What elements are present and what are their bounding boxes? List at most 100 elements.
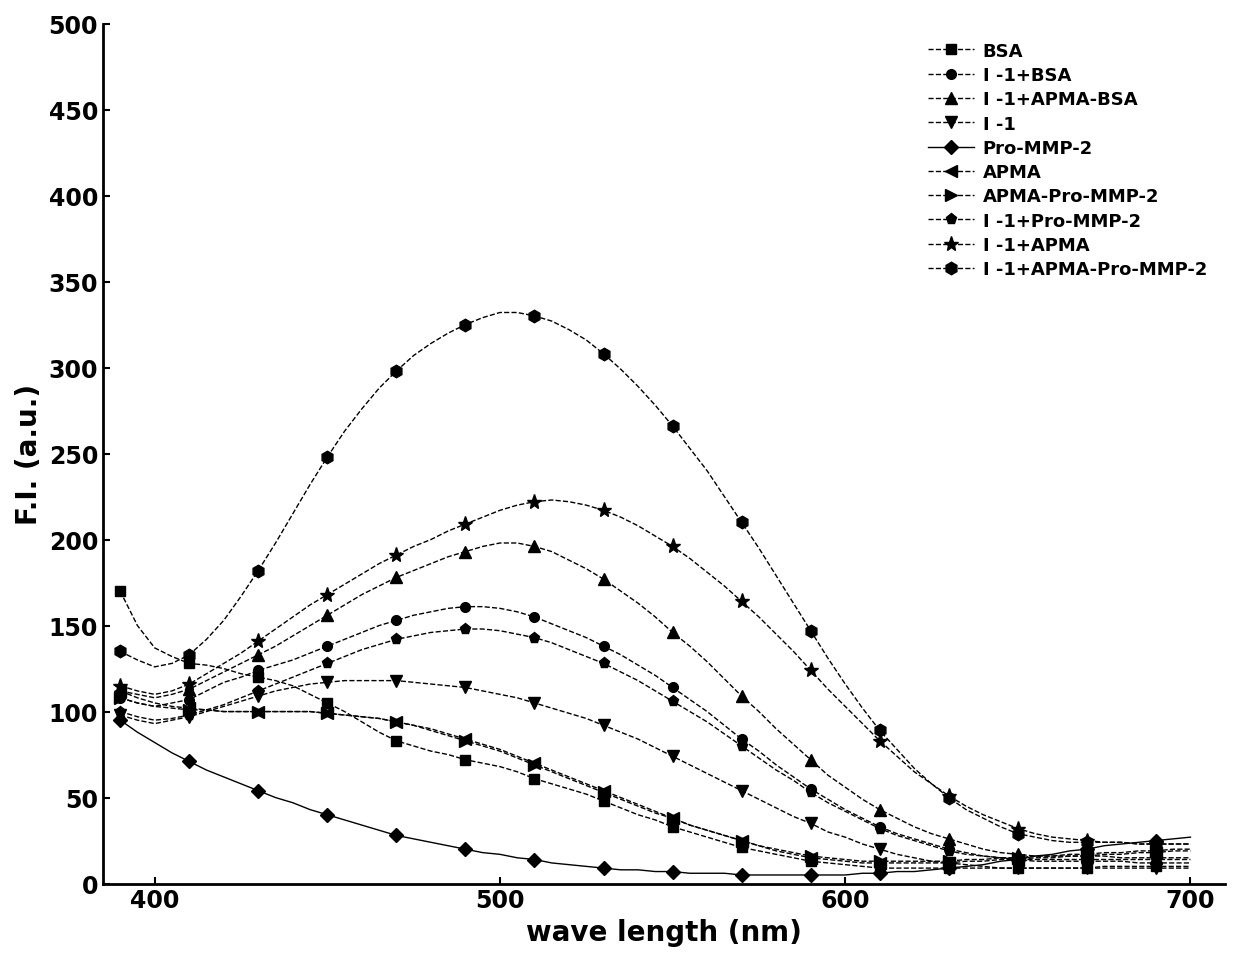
Line: BSA: BSA <box>115 586 1195 873</box>
Ⅰ -1+APMA-Pro-MMP-2 <box>440 328 455 339</box>
Ⅰ -1+APMA <box>544 495 559 506</box>
Ⅰ -1+APMA-BSA <box>440 552 455 563</box>
Ⅰ -1+Pro-MMP-2 <box>440 626 455 637</box>
APMA-Pro-MMP-2 <box>440 730 455 742</box>
Line: Pro-MMP-2: Pro-MMP-2 <box>115 716 1195 880</box>
BSA <box>614 802 629 814</box>
Ⅰ -1+Pro-MMP-2 <box>665 696 680 707</box>
Ⅰ -1+APMA-Pro-MMP-2 <box>113 646 128 657</box>
X-axis label: wave length (nm): wave length (nm) <box>526 918 802 946</box>
APMA <box>440 728 455 740</box>
Ⅰ -1+APMA-BSA <box>1183 852 1198 864</box>
Pro-MMP-2 <box>113 715 128 727</box>
Ⅰ -1 <box>458 682 472 694</box>
Pro-MMP-2 <box>440 840 455 851</box>
APMA-Pro-MMP-2 <box>614 794 629 805</box>
Ⅰ -1+APMA-Pro-MMP-2 <box>872 725 887 736</box>
Pro-MMP-2 <box>734 870 749 881</box>
BSA <box>647 814 662 825</box>
Line: APMA: APMA <box>114 685 1197 869</box>
Ⅰ -1+Pro-MMP-2 <box>631 676 646 687</box>
Ⅰ -1+APMA <box>1183 838 1198 850</box>
Ⅰ -1 <box>424 678 439 690</box>
BSA <box>407 740 422 752</box>
BSA <box>113 586 128 598</box>
BSA <box>1183 861 1198 873</box>
Line: Ⅰ -1+Pro-MMP-2: Ⅰ -1+Pro-MMP-2 <box>114 624 1197 865</box>
Ⅰ -1+BSA <box>113 692 128 703</box>
Ⅰ -1+BSA <box>1183 857 1198 869</box>
Y-axis label: F.I. (a.u.): F.I. (a.u.) <box>15 383 43 525</box>
Ⅰ -1+Pro-MMP-2 <box>1183 853 1198 865</box>
Ⅰ -1 <box>665 751 680 762</box>
Ⅰ -1+Pro-MMP-2 <box>458 624 472 635</box>
APMA <box>113 685 128 697</box>
BSA <box>1166 861 1180 873</box>
Ⅰ -1+APMA <box>113 680 128 692</box>
Ⅰ -1+APMA-BSA <box>113 685 128 697</box>
BSA <box>440 749 455 760</box>
Ⅰ -1+BSA <box>407 610 422 622</box>
Ⅰ -1+BSA <box>665 682 680 694</box>
Ⅰ -1+BSA <box>458 602 472 613</box>
Ⅰ -1+APMA-BSA <box>492 537 507 549</box>
Ⅰ -1+Pro-MMP-2 <box>1166 853 1180 865</box>
Line: APMA-Pro-MMP-2: APMA-Pro-MMP-2 <box>114 693 1197 867</box>
Ⅰ -1+Pro-MMP-2 <box>1011 853 1025 865</box>
Ⅰ -1+BSA <box>631 659 646 671</box>
Ⅰ -1+APMA-BSA <box>872 804 887 816</box>
Ⅰ -1+APMA <box>665 541 680 553</box>
APMA-Pro-MMP-2 <box>856 855 870 867</box>
Ⅰ -1+APMA-Pro-MMP-2 <box>492 308 507 319</box>
Line: Ⅰ -1: Ⅰ -1 <box>114 676 1197 874</box>
Pro-MMP-2 <box>407 833 422 845</box>
Ⅰ -1+Pro-MMP-2 <box>113 706 128 718</box>
BSA <box>872 862 887 874</box>
APMA-Pro-MMP-2 <box>1183 844 1198 855</box>
Legend: BSA, Ⅰ -1+BSA, Ⅰ -1+APMA-BSA, Ⅰ -1, Pro-MMP-2, APMA, APMA-Pro-MMP-2, Ⅰ -1+Pro-MM: BSA, Ⅰ -1+BSA, Ⅰ -1+APMA-BSA, Ⅰ -1, Pro-… <box>919 34 1216 288</box>
Line: Ⅰ -1+APMA: Ⅰ -1+APMA <box>113 493 1198 851</box>
Line: Ⅰ -1+BSA: Ⅰ -1+BSA <box>115 603 1195 868</box>
Pro-MMP-2 <box>647 866 662 877</box>
Ⅰ -1+APMA-Pro-MMP-2 <box>1183 838 1198 850</box>
Pro-MMP-2 <box>614 864 629 875</box>
Ⅰ -1 <box>631 733 646 745</box>
APMA <box>1166 846 1180 857</box>
Ⅰ -1 <box>113 709 128 721</box>
Ⅰ -1+APMA <box>1131 838 1146 850</box>
Ⅰ -1+Pro-MMP-2 <box>872 823 887 834</box>
Ⅰ -1+APMA <box>1166 838 1180 850</box>
Line: Ⅰ -1+APMA-BSA: Ⅰ -1+APMA-BSA <box>114 538 1197 863</box>
Pro-MMP-2 <box>1166 833 1180 845</box>
Ⅰ -1+BSA <box>1166 857 1180 869</box>
Ⅰ -1+BSA <box>440 603 455 614</box>
Pro-MMP-2 <box>872 868 887 879</box>
Ⅰ -1+APMA <box>872 735 887 747</box>
Ⅰ -1+APMA <box>440 526 455 537</box>
Ⅰ -1+APMA-BSA <box>631 598 646 609</box>
Ⅰ -1+APMA-Pro-MMP-2 <box>407 351 422 362</box>
Ⅰ -1 <box>1183 862 1198 874</box>
BSA <box>856 861 870 873</box>
Pro-MMP-2 <box>1183 831 1198 843</box>
Ⅰ -1+APMA-Pro-MMP-2 <box>631 382 646 393</box>
Ⅰ -1+APMA-BSA <box>665 627 680 638</box>
Ⅰ -1+Pro-MMP-2 <box>407 630 422 642</box>
APMA <box>872 857 887 869</box>
APMA-Pro-MMP-2 <box>872 855 887 867</box>
Ⅰ -1+APMA-BSA <box>407 565 422 577</box>
Ⅰ -1+APMA <box>407 541 422 553</box>
Ⅰ -1 <box>872 844 887 855</box>
Ⅰ -1+APMA-Pro-MMP-2 <box>665 421 680 432</box>
APMA <box>407 720 422 731</box>
Ⅰ -1+APMA <box>631 521 646 532</box>
Ⅰ -1 <box>993 862 1008 874</box>
Ⅰ -1+APMA-Pro-MMP-2 <box>1166 838 1180 850</box>
Ⅰ -1+APMA-Pro-MMP-2 <box>1131 838 1146 850</box>
APMA <box>614 792 629 803</box>
APMA-Pro-MMP-2 <box>1166 844 1180 855</box>
APMA-Pro-MMP-2 <box>113 692 128 703</box>
Ⅰ -1 <box>1166 862 1180 874</box>
Ⅰ -1+BSA <box>872 822 887 833</box>
APMA <box>1183 846 1198 857</box>
